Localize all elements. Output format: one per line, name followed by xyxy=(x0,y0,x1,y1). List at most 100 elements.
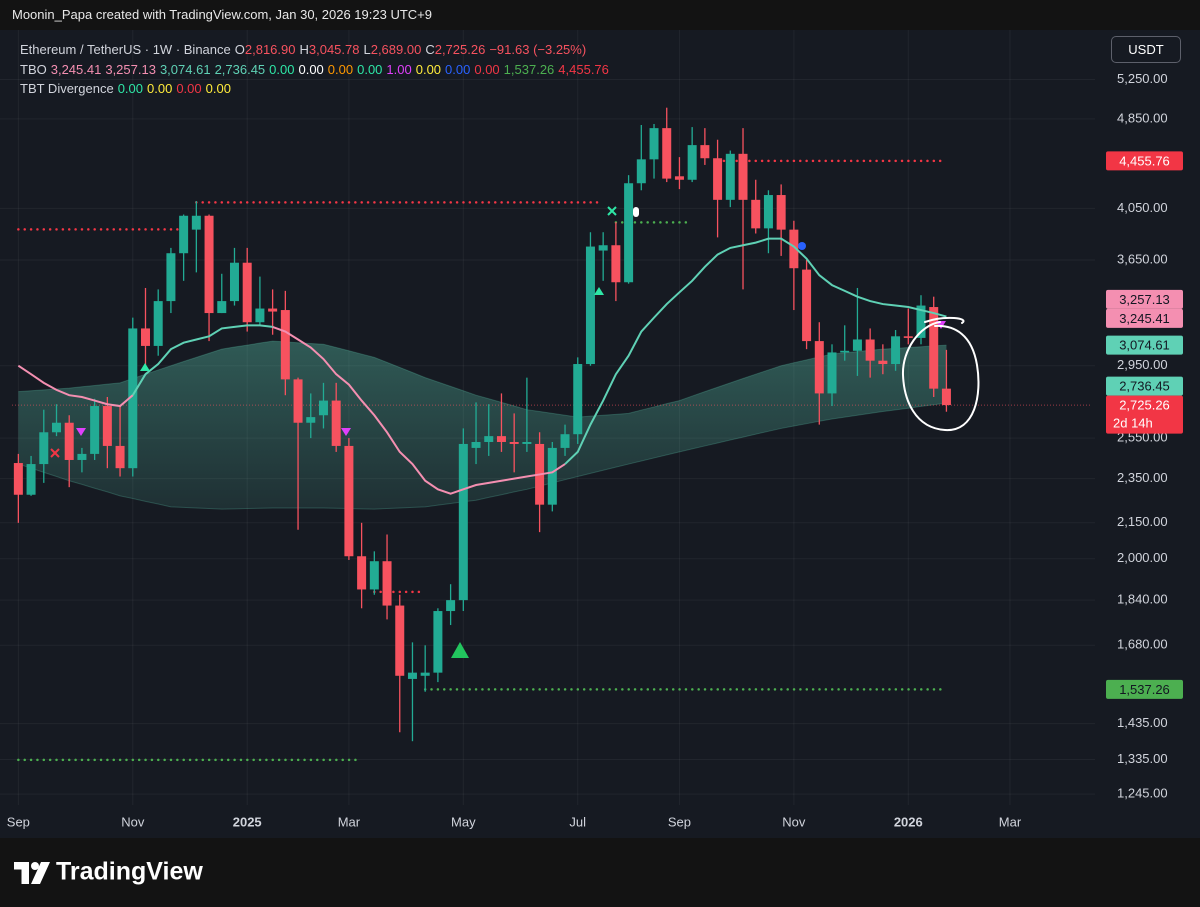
candle-body xyxy=(636,159,646,184)
candle-body xyxy=(26,464,36,495)
price-label-box xyxy=(1106,376,1183,396)
price-label: 3,074.61 xyxy=(1119,338,1170,353)
indicator-value: 0.00 xyxy=(205,81,231,96)
candle-body xyxy=(585,246,595,365)
plot xyxy=(12,107,1092,762)
indicator-value: 0.00 xyxy=(357,61,383,77)
candle-body xyxy=(662,128,672,179)
tbo-line xyxy=(131,237,947,465)
candle-body xyxy=(560,434,570,448)
x-tick-label: Mar xyxy=(338,814,361,829)
price-label: 1,537.26 xyxy=(1119,682,1170,697)
candle-body xyxy=(814,341,824,394)
ohlc-value: 2,816.90 xyxy=(244,42,296,57)
indicator-value: 0.00 xyxy=(176,81,202,96)
price-label-box xyxy=(1106,395,1183,434)
credit: Moonin_Papa created with TradingView.com… xyxy=(12,7,432,22)
legend-row: Ethereum / TetherUS · 1W · Binance O2,816… xyxy=(20,40,613,60)
indicator-value: 3,257.13 xyxy=(105,61,156,77)
y-tick-label: 4,850.00 xyxy=(1117,110,1168,125)
band-edge xyxy=(18,340,947,418)
candle-body xyxy=(433,611,443,673)
y-tick-label: 4,050.00 xyxy=(1117,200,1168,215)
candle-body xyxy=(496,436,506,442)
candle-body xyxy=(51,422,61,433)
candle-body xyxy=(306,417,316,423)
candle-body xyxy=(776,195,786,230)
candle-body xyxy=(395,605,405,676)
candle-body xyxy=(547,447,557,505)
ohlc-key: L xyxy=(363,42,371,57)
candle-body xyxy=(738,153,748,200)
candle-body xyxy=(166,253,176,302)
candle-body xyxy=(204,215,214,314)
candle-body xyxy=(255,308,265,323)
price-label-box xyxy=(1106,335,1183,355)
candle-body xyxy=(941,388,951,406)
indicator-value: 1.00 xyxy=(386,61,412,77)
indicator-value: 0.00 xyxy=(269,61,295,77)
candle-body xyxy=(344,445,354,557)
x-tick-label: 2025 xyxy=(233,814,262,829)
brand: TradingView xyxy=(56,858,203,886)
indicator-name: TBO xyxy=(20,61,47,77)
price-label-box xyxy=(1106,151,1183,171)
candle-body xyxy=(242,262,252,323)
hand-drawn-circle xyxy=(901,316,980,432)
signal-up xyxy=(140,363,150,371)
legend: Ethereum / TetherUS · 1W · Binance O2,816… xyxy=(20,40,613,99)
candle-body xyxy=(229,262,239,302)
y-tick-label: 1,840.00 xyxy=(1117,592,1168,607)
candle-body xyxy=(369,561,379,590)
currency-button[interactable]: USDT xyxy=(1111,36,1181,63)
candle-body xyxy=(140,328,150,346)
logo-mark xyxy=(31,862,39,870)
candle-body xyxy=(509,441,519,444)
indicator-value: 1,537.26 xyxy=(503,61,555,77)
y-tick-label: 2,000.00 xyxy=(1117,550,1168,565)
ohlc-key: O xyxy=(234,42,245,57)
candle-body xyxy=(916,305,926,338)
price-label: 3,245.41 xyxy=(1119,311,1170,326)
candle-body xyxy=(878,360,888,365)
candle-body xyxy=(802,269,812,342)
candle-body xyxy=(217,301,227,314)
candle-body xyxy=(687,145,697,180)
candle-body xyxy=(891,336,901,365)
x-tick-label: Nov xyxy=(121,814,145,829)
x-tick-label: May xyxy=(451,814,476,829)
candle-body xyxy=(827,352,837,394)
candle-body xyxy=(649,128,659,160)
candle-body xyxy=(751,199,761,229)
logo-mark xyxy=(14,862,29,884)
candle-body xyxy=(280,310,290,380)
y-tick-label: 2,150.00 xyxy=(1117,514,1168,529)
indicator-value: 4,455.76 xyxy=(558,61,609,77)
signal-cross xyxy=(50,448,60,458)
candle-body xyxy=(522,441,532,444)
candle-body xyxy=(77,453,87,460)
candle-body xyxy=(179,215,189,254)
x-tick-label: Sep xyxy=(7,814,30,829)
signal-up-big xyxy=(451,642,469,658)
candle-body xyxy=(840,350,850,353)
candle-body xyxy=(64,422,74,460)
y-tick-label: 1,245.00 xyxy=(1117,786,1168,801)
signal-down xyxy=(341,428,351,436)
candle-body xyxy=(471,441,481,448)
y-tick-label: 3,650.00 xyxy=(1117,251,1168,266)
candle-body xyxy=(624,183,634,283)
candle-body xyxy=(458,443,468,601)
candle-body xyxy=(420,672,430,676)
candle-body xyxy=(191,215,201,230)
indicator-value: 0.00 xyxy=(474,61,500,77)
candle-body xyxy=(13,463,23,495)
indicator-value: 0.00 xyxy=(147,81,173,96)
y-tick-label: 1,435.00 xyxy=(1117,715,1168,730)
candle-body xyxy=(865,339,875,361)
countdown: 2d 14h xyxy=(1113,416,1153,431)
candle-body xyxy=(102,406,112,446)
candle-body xyxy=(407,672,417,679)
